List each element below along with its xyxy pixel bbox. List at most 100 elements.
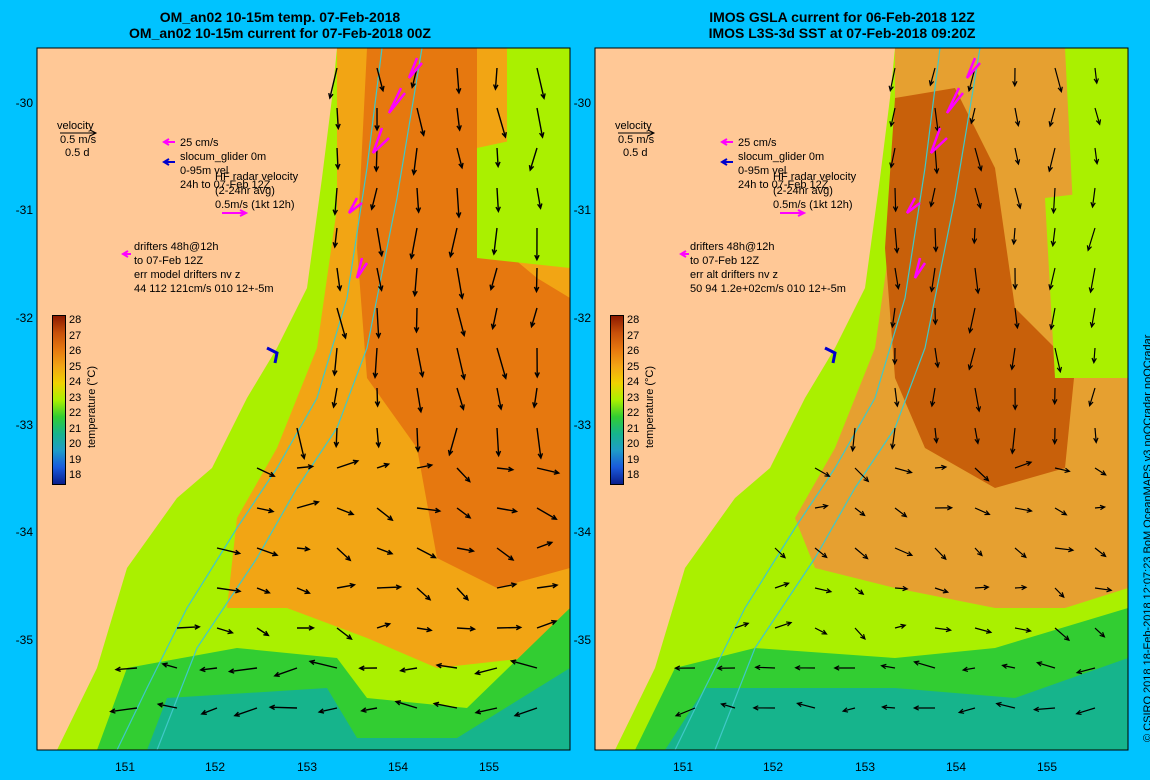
current-vector [1093,147,1100,165]
right-lime-patch [1045,188,1128,378]
current-vector [969,107,976,125]
current-vector [456,107,462,132]
current-vector [534,227,540,262]
current-vector [673,665,696,671]
current-vector [928,67,936,87]
current-vector [1054,587,1065,599]
current-vector [814,627,828,635]
lat-tick-label: -33 [573,418,591,432]
current-vector [734,622,750,629]
right-glider-speed: 25 cm/s [738,137,777,149]
right-title-line2: IMOS L3S-3d SST at 07-Feb-2018 09:20Z [708,25,976,41]
current-vector [881,704,896,711]
current-vector [536,619,558,629]
glider-vel-arrow [162,158,175,166]
current-vector [1094,627,1106,638]
lon-tick-label: 155 [1036,760,1058,774]
current-vector [495,427,502,458]
current-vector [376,227,384,258]
current-vector [474,707,498,715]
current-vector [496,582,518,589]
current-vector [332,347,338,377]
current-vector [536,427,544,460]
current-vector [336,507,355,516]
lat-tick-label: -35 [15,633,33,647]
right-glider-track [824,346,837,364]
current-vector [971,227,978,245]
colorbar-gradient [610,315,624,485]
current-vector [894,227,900,254]
current-vector [814,503,829,510]
current-vector [399,667,418,673]
colorbar-tick: 25 [69,360,82,373]
radar-arrow [929,127,948,154]
current-vector [889,107,896,128]
lon-tick-label: 151 [672,760,694,774]
radar-legend-arrow [222,209,249,217]
current-vector [216,627,234,635]
current-vector [455,67,462,95]
colorbar-tick: 23 [627,391,640,404]
left-drifters-err: err model drifters nv z [134,269,241,281]
colorbar-tick: 27 [627,329,640,342]
current-vector [967,347,976,371]
drifter-arrow [679,250,689,258]
right-radar-scale: 0.5m/s (1kt 12h) [773,199,853,211]
right-vectors [673,67,1113,717]
current-vector [376,507,394,522]
current-vector [850,427,856,453]
lat-tick-label: -34 [573,525,591,539]
current-vector [374,107,380,132]
current-vector [456,347,466,381]
current-vector [370,187,378,211]
current-vector [929,187,936,208]
current-vector [534,347,540,379]
right-drifters-stats: 50 94 1.2e+02cm/s 010 12+-5m [690,283,846,295]
left-radar-scale: 0.5m/s (1kt 12h) [215,199,295,211]
current-vector [1088,387,1096,408]
drifter-arrow [121,250,131,258]
current-vector [536,467,561,475]
left-vectors [109,67,561,717]
current-vector [109,707,138,714]
current-vector [492,67,499,91]
current-vector [894,585,909,592]
current-vector [814,467,831,477]
lat-tick-label: -31 [573,203,591,217]
current-vector [496,547,515,561]
current-vector [331,387,338,409]
current-vector [814,547,828,559]
current-vector [774,547,787,559]
current-vector [273,667,298,678]
current-vector [1047,147,1056,173]
current-vector [409,227,418,260]
current-vector [435,662,458,669]
glider-arrow [162,138,175,146]
current-vector [376,584,403,590]
current-vector [415,187,422,214]
left-glider-vel: 0-95m vel [180,165,229,177]
right-drifters-to: to 07-Feb 12Z [690,255,760,267]
left-velocity-scale: 0.5 m/s [60,134,97,146]
current-vector [416,387,423,414]
right-title: IMOS GSLA current for 06-Feb-2018 12Z IM… [642,9,1042,41]
current-vector [1093,67,1099,85]
right-velocity-scale: 0.5 m/s [618,134,655,146]
colorbar-tick: 19 [69,453,82,466]
lon-tick-label: 152 [762,760,784,774]
right-velocity-days: 0.5 d [623,147,648,159]
current-vector [894,623,907,629]
current-vector [1052,387,1058,406]
current-vector [490,307,498,331]
current-vector [894,507,908,518]
current-vector [961,666,976,672]
current-vector [317,707,338,714]
current-vector [268,704,298,711]
current-vector [335,107,341,131]
current-vector [929,267,936,293]
left-isobath [116,48,383,750]
current-vector [934,626,953,633]
right-drifters-err: err alt drifters nv z [690,269,779,281]
current-vector [774,621,793,629]
current-vector [227,667,258,674]
